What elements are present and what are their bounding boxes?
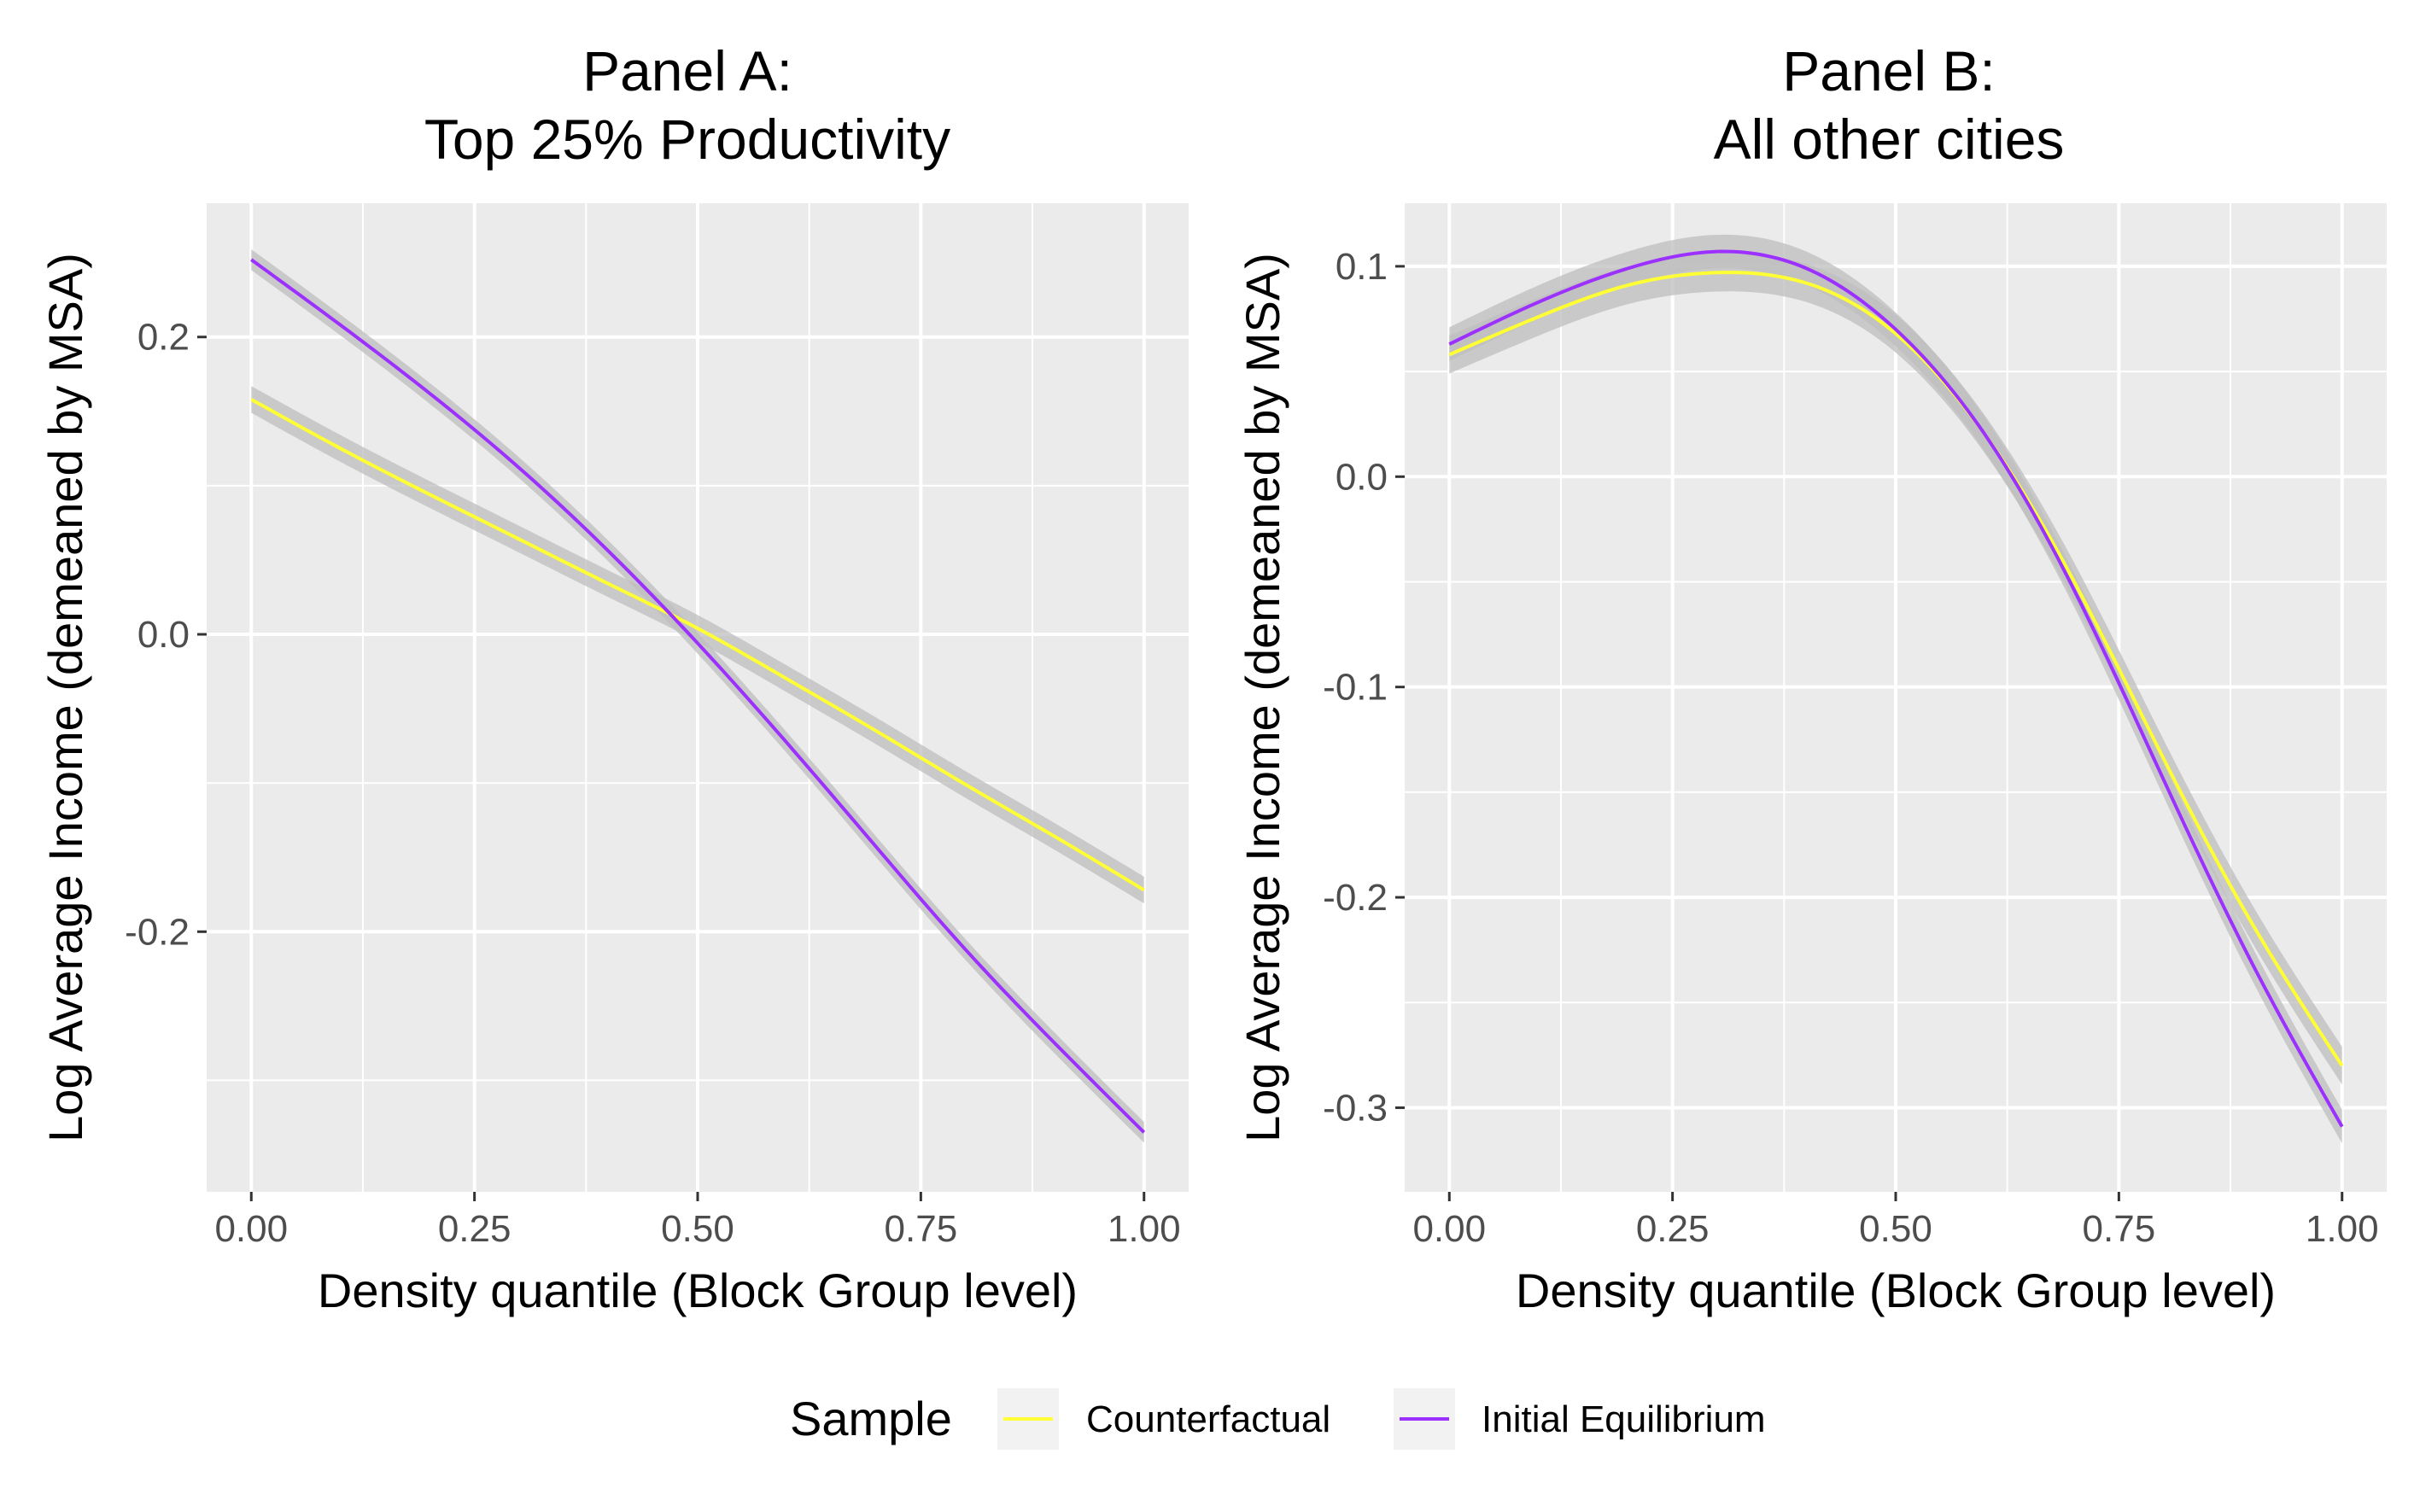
panel-b-x-tick-label-1: 0.25: [1636, 1208, 1710, 1250]
panel-a-y-tick-label-1: 0.0: [137, 614, 190, 656]
panel-b-y-tick-label-4: 0.1: [1336, 246, 1388, 288]
panel-b-y-tick-label-3: 0.0: [1336, 456, 1388, 498]
panel-b-y-tick-label-2: -0.1: [1323, 667, 1388, 709]
panel-a-x-tick-label-0: 0.00: [214, 1208, 288, 1250]
legend-title: Sample: [790, 1392, 952, 1445]
panel-a-x-tick-label-4: 1.00: [1108, 1208, 1181, 1250]
panel-b-x-tick-label-2: 0.50: [1859, 1208, 1932, 1250]
panel-a-line-series-1: [250, 258, 1146, 1134]
panel-b-title-line-1: Panel B:: [1782, 39, 1996, 102]
panel-b: Panel B: All other cities 0.00 0.25 0.50 0.…: [1236, 39, 2387, 1317]
panel-b-y-axis-title: Log Average Income (demeaned by MSA): [1236, 253, 1289, 1142]
panel-a-band-series-1: [251, 248, 1144, 1143]
panel-a-x-tick-label-2: 0.50: [661, 1208, 734, 1250]
panel-a-y-axis-title: Log Average Income (demeaned by MSA): [38, 253, 92, 1142]
panel-b-title-line-2: All other cities: [1714, 108, 2065, 171]
panel-b-x-tick-label-4: 1.00: [2306, 1208, 2379, 1250]
panel-a-x-tick-label-3: 0.75: [885, 1208, 958, 1250]
panel-b-y-tick-label-1: -0.2: [1323, 877, 1388, 919]
panel-a-title-line-2: Top 25% Productivity: [424, 108, 950, 171]
panel-b-y-tick-label-0: -0.3: [1323, 1087, 1388, 1129]
legend-label-counterfactual: Counterfactual: [1086, 1398, 1330, 1440]
panel-b-x-tick-label-0: 0.00: [1412, 1208, 1486, 1250]
panel-a-line-series-0: [250, 398, 1145, 892]
panel-a-y-tick-label-0: -0.2: [125, 911, 190, 953]
panel-b-ticks: 0.00 0.25 0.50 0.75 1.00 -0.3 -0.2 -0.1 0.0 0.1: [1323, 246, 2378, 1250]
panel-b-line-series-0: [1448, 271, 2344, 1067]
legend: Sample Counterfactual Initial Equilibriu…: [790, 1388, 1766, 1450]
legend-label-initial-equilibrium: Initial Equilibrium: [1482, 1398, 1766, 1440]
panel-a-ticks: 0.00 0.25 0.50 0.75 1.00 -0.2 0.0 0.2: [125, 317, 1180, 1250]
panel-a: Panel A: Top 25% Productivity 0.00 0.25 0.…: [38, 39, 1189, 1317]
panel-a-lines: [250, 258, 1146, 1134]
panel-a-x-axis-title: Density quantile (Block Group level): [318, 1264, 1078, 1317]
panel-b-lines: [1448, 249, 2344, 1128]
panel-b-x-tick-label-3: 0.75: [2083, 1208, 2156, 1250]
panel-a-title-line-1: Panel A:: [582, 39, 792, 102]
panel-a-x-tick-label-1: 0.25: [438, 1208, 511, 1250]
panel-a-y-tick-label-2: 0.2: [137, 317, 190, 359]
panel-b-x-axis-title: Density quantile (Block Group level): [1516, 1264, 2276, 1317]
panel-a-grid: [207, 203, 1189, 1192]
panel-b-line-series-1: [1448, 249, 2344, 1128]
